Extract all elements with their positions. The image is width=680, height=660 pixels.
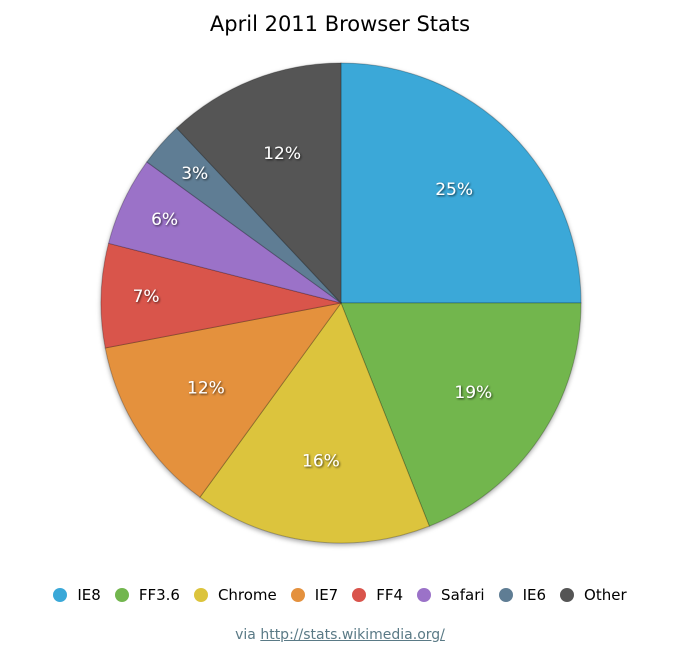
legend-label: IE8 xyxy=(77,586,101,604)
legend-item-ie8: IE8 xyxy=(53,586,101,604)
legend-label: Safari xyxy=(441,586,485,604)
pie-slices xyxy=(100,62,582,544)
slice-chrome xyxy=(199,301,430,544)
slice-label-safari: 6% xyxy=(151,210,178,230)
legend-label: Other xyxy=(584,586,627,604)
legend-swatch xyxy=(352,588,367,602)
slice-label-ie6: 3% xyxy=(181,164,208,184)
source-link[interactable]: http://stats.wikimedia.org/ xyxy=(260,627,445,643)
slice-label-ff3-6: 19% xyxy=(454,383,492,403)
source-prefix: via xyxy=(235,627,256,643)
slice-label-ff4: 7% xyxy=(133,287,160,307)
legend-swatch xyxy=(53,588,68,602)
pie-chart: 25% 19% 16% 12% 7% 6% 3% 12% xyxy=(100,62,582,544)
chart-title: April 2011 Browser Stats xyxy=(209,12,471,36)
legend-swatch xyxy=(114,588,129,602)
legend-item-chrome: Chrome xyxy=(193,586,277,604)
legend-item-safari: Safari xyxy=(417,586,485,604)
legend-label: Chrome xyxy=(217,586,277,604)
legend-swatch xyxy=(193,588,208,602)
legend-item-ie6: IE6 xyxy=(498,586,547,604)
slice-ff4 xyxy=(100,242,342,349)
legend-label: FF4 xyxy=(376,586,404,604)
slice-label-chrome: 16% xyxy=(302,452,340,472)
legend-item-other: Other xyxy=(560,586,627,604)
slice-label-ie7: 12% xyxy=(187,379,225,399)
slice-ie7 xyxy=(104,302,343,498)
legend-label: IE6 xyxy=(522,586,547,604)
legend-swatch xyxy=(417,588,432,602)
slice-label-ie8: 25% xyxy=(435,180,473,200)
legend-swatch xyxy=(498,588,513,602)
legend-swatch xyxy=(560,588,575,602)
legend-item-ie7: IE7 xyxy=(290,586,339,604)
slice-label-other: 12% xyxy=(263,144,301,164)
slice-ff3-6 xyxy=(340,302,582,527)
legend-item-ff4: FF4 xyxy=(352,586,403,604)
pie-labels: 25% 19% 16% 12% 7% 6% 3% 12% xyxy=(133,144,493,472)
slice-other xyxy=(176,62,342,305)
legend-label: FF3.6 xyxy=(138,586,180,604)
legend-swatch xyxy=(290,588,305,602)
legend: IE8 FF3.6 Chrome IE7 FF4 Safari IE6 Other xyxy=(0,582,680,608)
slice-ie8 xyxy=(340,62,582,304)
source-note: via http://stats.wikimedia.org/ xyxy=(0,627,680,643)
legend-label: IE7 xyxy=(314,586,339,604)
legend-item-ff3-6: FF3.6 xyxy=(114,586,180,604)
